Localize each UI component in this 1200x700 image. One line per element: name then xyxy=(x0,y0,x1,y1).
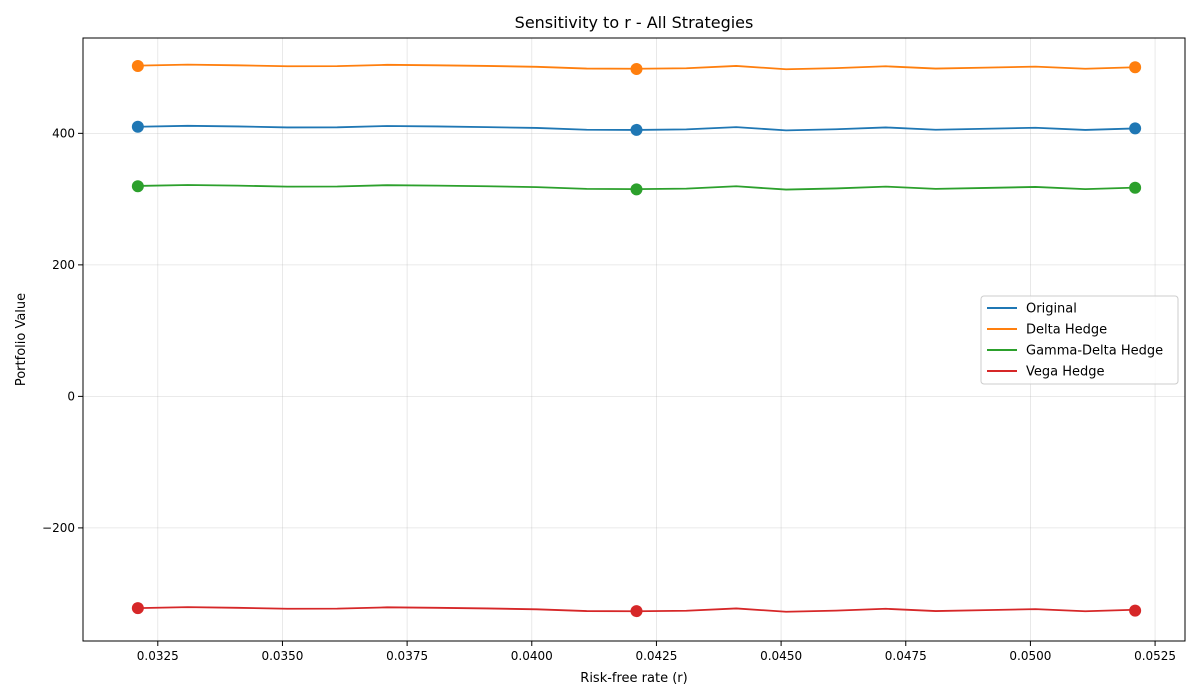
legend-item-gamma-delta-hedge: Gamma-Delta Hedge xyxy=(987,344,1163,359)
y-tick-label: 0 xyxy=(67,389,75,403)
series-original xyxy=(131,120,1142,136)
legend-item-original: Original xyxy=(987,302,1077,317)
legend-item-vega-hedge: Vega Hedge xyxy=(987,365,1105,380)
x-tick-label: 0.0425 xyxy=(635,649,677,663)
data-point-vega-hedge xyxy=(1129,604,1142,617)
y-tick-label: 200 xyxy=(52,258,75,272)
x-tick-label: 0.0325 xyxy=(137,649,179,663)
legend-label: Gamma-Delta Hedge xyxy=(1026,344,1163,359)
data-point-original xyxy=(630,123,643,136)
legend-label: Vega Hedge xyxy=(1026,365,1105,380)
x-tick-label: 0.0450 xyxy=(760,649,802,663)
data-point-vega-hedge xyxy=(630,605,643,618)
data-point-vega-hedge xyxy=(131,602,144,615)
data-point-delta-hedge xyxy=(131,59,144,72)
y-tick-label: −200 xyxy=(42,521,75,535)
y-tick-label: 400 xyxy=(52,126,75,140)
x-tick-label: 0.0475 xyxy=(885,649,927,663)
data-point-delta-hedge xyxy=(1129,61,1142,74)
x-tick-label: 0.0500 xyxy=(1009,649,1051,663)
legend: Original Delta Hedge Gamma-Delta Hedge Vega… xyxy=(980,295,1179,385)
x-tick-label: 0.0350 xyxy=(261,649,303,663)
series-layer xyxy=(131,59,1142,618)
data-point-gamma-delta-hedge xyxy=(1129,181,1142,194)
chart-title: Sensitivity to r - All Strategies xyxy=(515,13,754,32)
legend-box xyxy=(980,295,1179,385)
series-gamma-delta-hedge xyxy=(131,180,1142,196)
plot-frame xyxy=(82,37,1186,642)
data-point-gamma-delta-hedge xyxy=(630,183,643,196)
x-tick-label: 0.0375 xyxy=(386,649,428,663)
data-point-delta-hedge xyxy=(630,63,643,76)
legend-label: Delta Hedge xyxy=(1026,323,1107,338)
x-tick-label: 0.0525 xyxy=(1134,649,1176,663)
series-delta-hedge xyxy=(131,59,1142,76)
grid-lines xyxy=(83,38,1185,641)
x-axis: 0.0325 0.0350 0.0375 0.0400 0.0425 0.0450 0.04… xyxy=(137,641,1176,663)
x-axis-label: Risk-free rate (r) xyxy=(580,671,687,686)
series-vega-hedge xyxy=(131,602,1142,618)
legend-label: Original xyxy=(1026,302,1077,317)
y-axis: −200 0 200 400 xyxy=(42,126,83,535)
data-point-original xyxy=(131,120,144,133)
data-point-original xyxy=(1129,122,1142,135)
legend-item-delta-hedge: Delta Hedge xyxy=(987,323,1107,338)
data-point-gamma-delta-hedge xyxy=(131,180,144,193)
y-axis-label: Portfolio Value xyxy=(14,293,29,386)
x-tick-label: 0.0400 xyxy=(511,649,553,663)
